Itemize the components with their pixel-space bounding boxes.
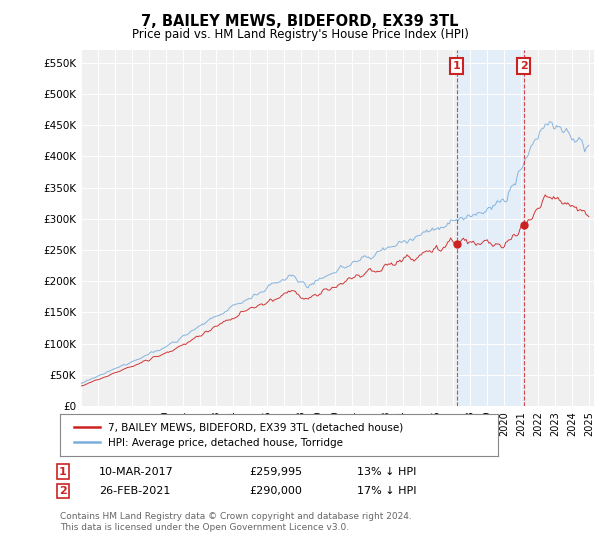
Text: 13% ↓ HPI: 13% ↓ HPI [357, 466, 416, 477]
Text: Price paid vs. HM Land Registry's House Price Index (HPI): Price paid vs. HM Land Registry's House … [131, 28, 469, 41]
Text: 1: 1 [453, 61, 461, 71]
Legend: 7, BAILEY MEWS, BIDEFORD, EX39 3TL (detached house), HPI: Average price, detache: 7, BAILEY MEWS, BIDEFORD, EX39 3TL (deta… [70, 419, 407, 452]
Text: 1: 1 [59, 466, 67, 477]
Text: 26-FEB-2021: 26-FEB-2021 [99, 486, 170, 496]
Text: £290,000: £290,000 [249, 486, 302, 496]
Bar [457, 50, 524, 406]
Text: 2: 2 [59, 486, 67, 496]
Text: Contains HM Land Registry data © Crown copyright and database right 2024.
This d: Contains HM Land Registry data © Crown c… [60, 512, 412, 532]
Text: £259,995: £259,995 [249, 466, 302, 477]
Text: 10-MAR-2017: 10-MAR-2017 [99, 466, 174, 477]
Text: 17% ↓ HPI: 17% ↓ HPI [357, 486, 416, 496]
Text: 7, BAILEY MEWS, BIDEFORD, EX39 3TL: 7, BAILEY MEWS, BIDEFORD, EX39 3TL [141, 14, 459, 29]
Text: 2: 2 [520, 61, 527, 71]
